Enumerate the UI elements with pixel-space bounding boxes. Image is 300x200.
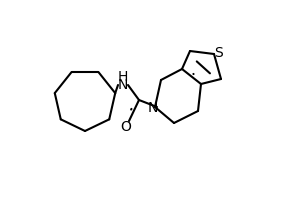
Text: N: N	[118, 78, 128, 92]
Text: N: N	[148, 101, 158, 115]
Text: H: H	[118, 70, 128, 84]
Text: S: S	[214, 46, 224, 60]
Text: O: O	[121, 120, 131, 134]
